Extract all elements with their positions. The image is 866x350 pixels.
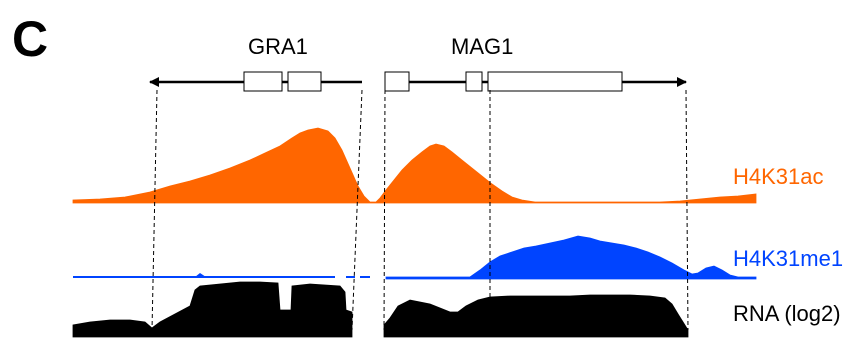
track-h4k31me1-signal <box>385 235 757 280</box>
h4k31me1-small-peak <box>195 273 206 277</box>
guide-line-3 <box>383 89 386 331</box>
gene-label-mag1: MAG1 <box>451 34 514 59</box>
gra1-exon-1 <box>243 71 283 92</box>
guide-line-2 <box>351 89 363 331</box>
mag1-exon-1 <box>384 71 410 92</box>
track-label-h4k31me1: H4K31me1 <box>733 246 844 271</box>
guide-line-1 <box>151 89 158 331</box>
track-h4k31ac-signal <box>72 127 757 204</box>
track-label-h4k31ac: H4K31ac <box>733 164 824 189</box>
dashed-guide-lines <box>151 89 689 331</box>
gene-label-gra1: GRA1 <box>248 34 308 59</box>
track-label-rna: RNA (log2) <box>733 301 841 326</box>
panel-label: C <box>12 11 49 67</box>
mag1-exon-3 <box>487 71 623 92</box>
gene-model-mag1 <box>384 71 687 92</box>
gene-model-gra1 <box>149 71 362 92</box>
guide-line-5 <box>685 89 689 331</box>
gra1-exon-2 <box>287 71 322 92</box>
track-rna-signal <box>72 281 689 338</box>
mag1-exon-2 <box>465 71 483 92</box>
track-h4k31me1 <box>73 235 757 280</box>
